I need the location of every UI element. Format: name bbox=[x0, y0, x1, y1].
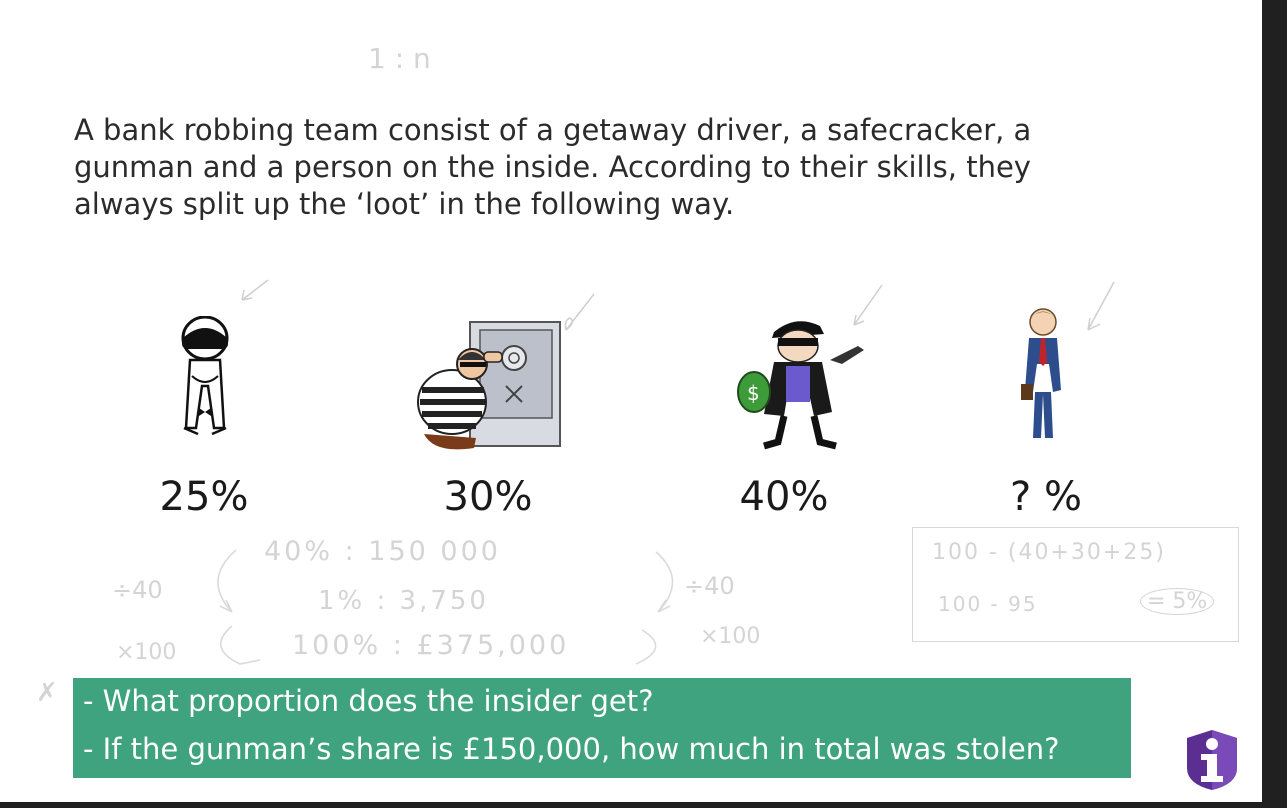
insider-percent: ? % bbox=[1010, 474, 1082, 520]
tick-mark-icon bbox=[853, 284, 883, 326]
safecracker-percent: 30% bbox=[443, 474, 533, 520]
tick-mark-icon bbox=[1087, 281, 1115, 331]
annotation-box-answer: = 5% bbox=[1140, 588, 1215, 615]
annotation-left-mark: ✗ bbox=[36, 678, 58, 708]
brand-logo-icon bbox=[1187, 730, 1237, 790]
safecracker-icon bbox=[417, 321, 561, 450]
annotation-row-2: 1% : 3,750 bbox=[318, 586, 489, 616]
gunman-icon: $ bbox=[737, 321, 864, 450]
task-question-1: - What proportion does the insider get? bbox=[83, 684, 654, 718]
annotation-right-divide: ÷40 bbox=[684, 572, 735, 600]
annotation-top-note: 1 : n bbox=[368, 42, 431, 75]
slide: 1 : n A bank robbing team consist of a g… bbox=[0, 0, 1262, 802]
annotation-box-line-2: 100 - 95 bbox=[938, 592, 1038, 616]
window-bottom-edge bbox=[0, 802, 1287, 808]
working-box bbox=[912, 527, 1239, 642]
getaway-driver-icon bbox=[181, 316, 229, 436]
driver-percent: 25% bbox=[159, 474, 249, 520]
bracket-arrows-icon bbox=[217, 549, 674, 665]
task-question-2: - If the gunman’s share is £150,000, how… bbox=[83, 732, 1060, 766]
gunman-percent: 40% bbox=[739, 474, 829, 520]
annotation-right-multiply: ×100 bbox=[700, 624, 761, 649]
annotation-left-divide: ÷40 bbox=[112, 576, 163, 604]
insider-icon bbox=[1021, 308, 1061, 438]
annotation-row-3: 100% : £375,000 bbox=[292, 630, 570, 661]
question-text: A bank robbing team consist of a getaway… bbox=[74, 113, 1032, 221]
annotation-box-line-1: 100 - (40+30+25) bbox=[932, 540, 1166, 565]
annotation-left-multiply: ×100 bbox=[116, 640, 177, 665]
tasks-box: - What proportion does the insider get? … bbox=[73, 678, 1131, 778]
tick-mark-icon bbox=[241, 279, 269, 301]
svg-text:$: $ bbox=[747, 381, 760, 405]
tick-mark-icon bbox=[564, 293, 595, 331]
annotation-row-1: 40% : 150 000 bbox=[264, 536, 501, 567]
window-right-edge bbox=[1262, 0, 1287, 808]
